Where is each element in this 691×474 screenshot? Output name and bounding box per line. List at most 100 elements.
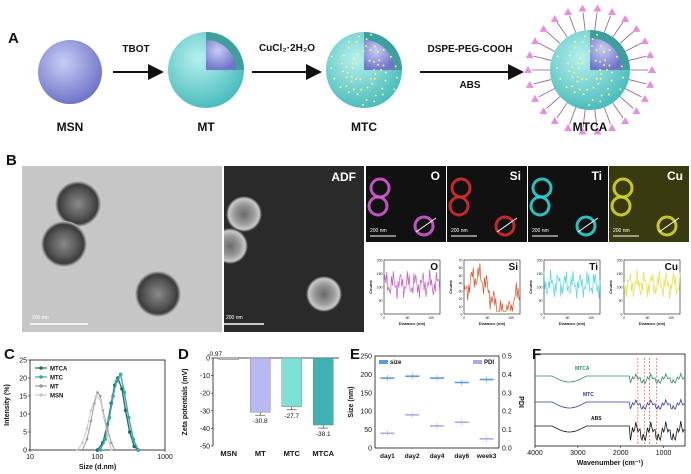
cu-dot [604, 59, 607, 62]
x-tick-label: MTC [284, 449, 301, 458]
cu-dot [356, 53, 359, 56]
arrow-1-label: TBOT [122, 44, 150, 55]
data-point [109, 441, 113, 445]
cu-dot [603, 63, 606, 66]
cu-dot [595, 49, 598, 52]
cu-dot [588, 103, 591, 106]
cu-dot [345, 65, 348, 68]
cu-dot [571, 65, 574, 68]
data-label: -30.8 [253, 418, 268, 425]
msn-particle [38, 40, 102, 104]
eds-scale-label: 200 nm [613, 228, 630, 234]
profile-xtick: 100 [428, 316, 434, 320]
cu-dot [582, 93, 585, 96]
profile-element-label: Cu [665, 262, 678, 273]
eds-map-si: Si 200 nm [447, 166, 527, 242]
cu-dot [355, 62, 358, 65]
profile-trace [543, 269, 601, 299]
cu-dot [576, 80, 579, 83]
cu-dot [597, 82, 600, 85]
cu-dot [571, 76, 574, 79]
profile-xlabel: Distance (nm) [399, 321, 426, 326]
peg-chain [594, 109, 598, 128]
eds-map-cu: Cu 200 nm [609, 166, 689, 242]
eds-particle [529, 195, 551, 217]
cu-dot [565, 86, 568, 89]
cu-dot [374, 73, 377, 76]
cu-dot [568, 54, 571, 57]
profile-ytick: 60 [459, 266, 463, 270]
data-point [109, 448, 113, 452]
cu-dot [607, 93, 610, 96]
x-tick-label: MSN [220, 449, 237, 458]
eds-scale-label: 200 nm [532, 228, 549, 234]
profile-ylabel: Counts [528, 279, 533, 294]
cu-dot [382, 48, 385, 51]
y-tick-label-right: 0.5 [502, 354, 512, 361]
y-axis-label-right: PDI [517, 396, 524, 408]
cu-dot [369, 77, 372, 80]
x-tick-label: 1000 [157, 454, 173, 461]
cu-dot [599, 60, 602, 63]
adf-particle [224, 228, 248, 264]
cu-dot [608, 64, 611, 67]
cu-dot [373, 77, 376, 80]
profile-element-label: Si [509, 262, 519, 273]
peg-chain [594, 12, 598, 31]
abs-molecule [646, 80, 655, 88]
profile-xtick: 0 [543, 316, 545, 320]
x-tick-label: day1 [380, 453, 395, 460]
data-label: -0.97 [207, 351, 222, 358]
series-line-mt [82, 391, 116, 451]
peg-chain [625, 88, 642, 98]
x-tick-label: 3000 [570, 450, 586, 457]
cu-dot [599, 45, 602, 48]
profile-xtick: 50 [406, 316, 410, 320]
eds-particle [531, 177, 553, 199]
cu-dot [365, 38, 368, 41]
peg-chain [619, 31, 634, 44]
eds-map-label: Cu [667, 169, 683, 183]
cu-dot [350, 80, 353, 83]
cu-dot [352, 67, 355, 70]
profile-xlabel: Distance (nm) [479, 321, 506, 326]
profile-ytick: 50 [539, 299, 543, 303]
cu-dot [347, 46, 350, 49]
cu-dot [356, 93, 359, 96]
eds-particle [656, 215, 678, 237]
legend-label: MSN [50, 394, 63, 400]
cu-dot [330, 55, 333, 58]
cu-dot [355, 40, 358, 43]
cu-dot [622, 76, 625, 79]
abs-molecule [621, 117, 630, 125]
x-tick-label: 1000 [656, 450, 672, 457]
x-tick-label: 2000 [613, 450, 629, 457]
profile-ytick: 50 [379, 299, 383, 303]
x-tick-label: day2 [405, 453, 420, 460]
y-axis-label: Zeta potentials (mV) [182, 369, 189, 436]
cu-dot [351, 62, 354, 65]
profile-ytick: 50 [619, 299, 623, 303]
profile-ytick: 40 [459, 282, 463, 286]
cu-dot [362, 50, 365, 53]
panel-b-label: B [6, 152, 17, 169]
eds-particle [610, 195, 632, 217]
profile-ytick: 20 [459, 297, 463, 301]
y-tick-label: 15 [19, 394, 27, 401]
profile-ytick: 30 [459, 289, 463, 293]
cu-dot [620, 65, 623, 68]
profile-trace [383, 269, 441, 300]
data-point [122, 390, 127, 395]
data-point [107, 415, 112, 420]
cu-dot [600, 94, 603, 97]
data-point [96, 391, 99, 394]
cu-dot [348, 40, 351, 43]
cu-dot [381, 87, 384, 90]
y-tick-label-right: 0.4 [502, 372, 512, 379]
data-point [81, 441, 84, 445]
mtca-particle [524, 4, 656, 135]
abs-molecule [531, 94, 540, 102]
cu-dot [599, 69, 601, 71]
arrow-3-label-top: DSPE-PEG-COOH [427, 44, 513, 55]
data-point [85, 437, 89, 441]
